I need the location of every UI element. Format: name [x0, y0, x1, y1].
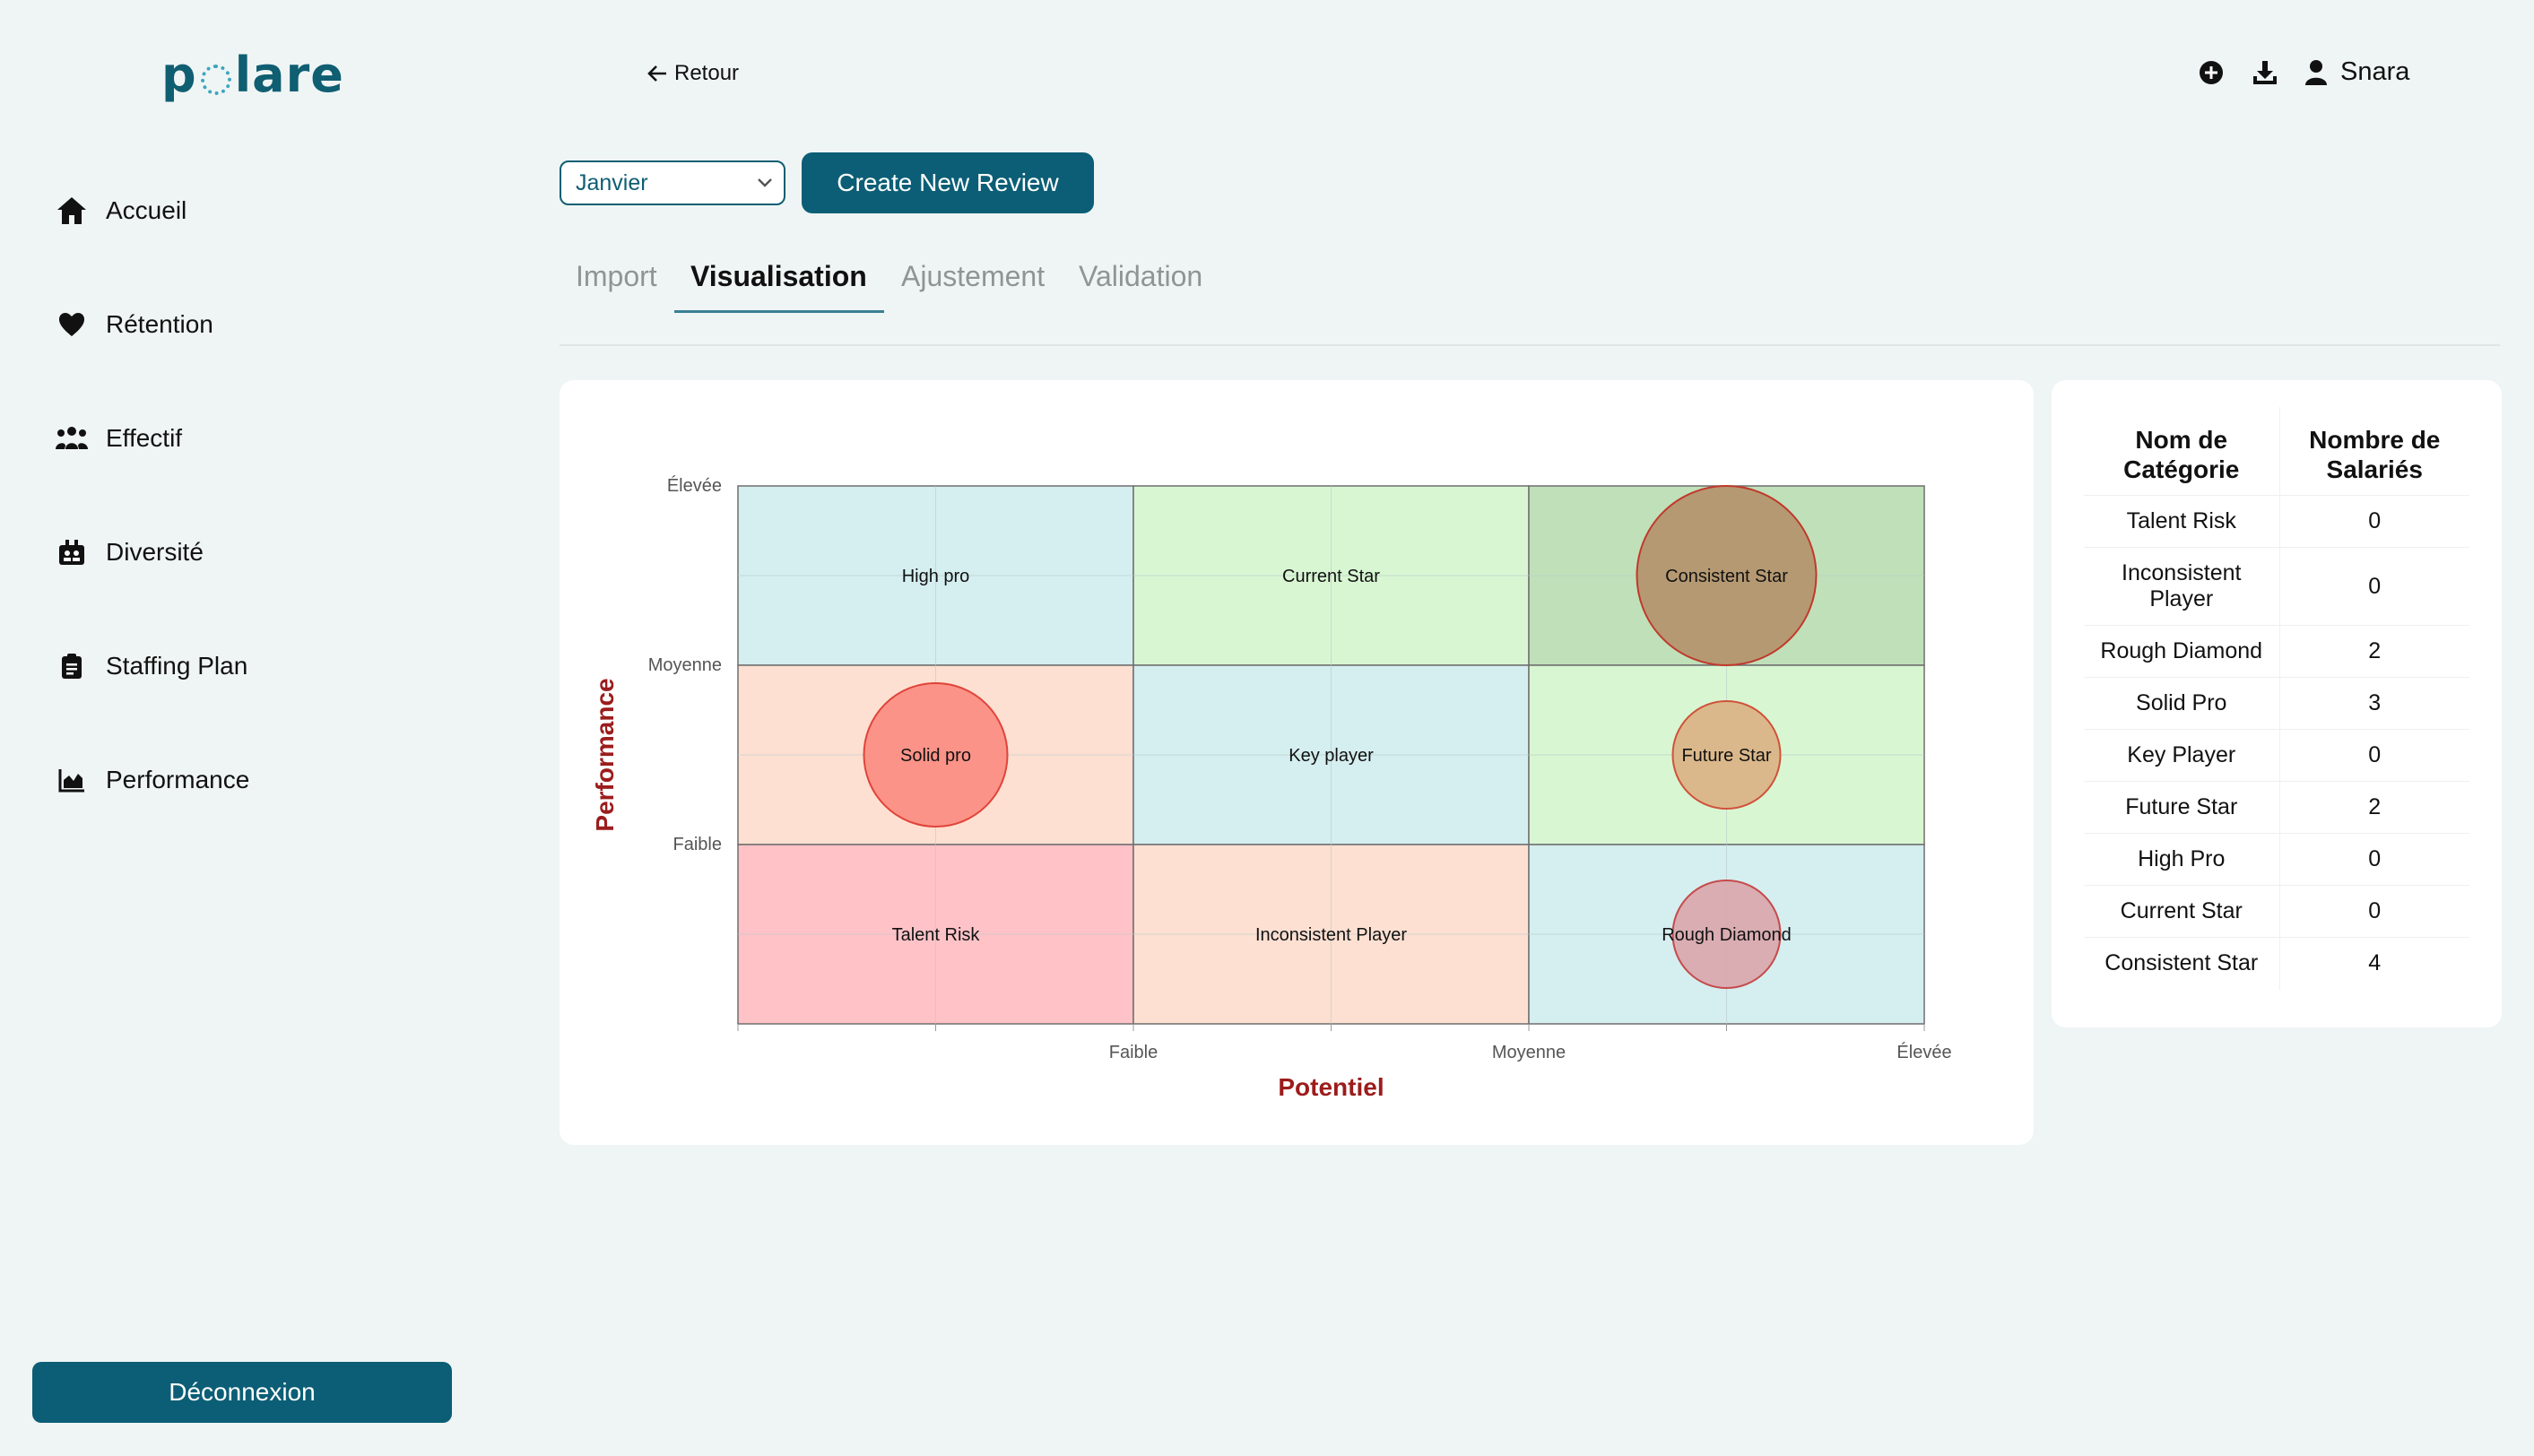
category-name-cell: Consistent Star: [2084, 937, 2280, 990]
users-icon: [54, 420, 90, 456]
sidebar-item-accueil[interactable]: Accueil: [54, 184, 249, 238]
tab-bar: Import Visualisation Ajustement Validati…: [560, 251, 2500, 346]
download-icon[interactable]: [2251, 58, 2279, 87]
table-row: Current Star 0: [2084, 885, 2469, 938]
category-name-cell: Inconsistent Player: [2084, 547, 2280, 626]
polare-logo[interactable]: p lare: [161, 47, 344, 103]
sidebar-item-effectif[interactable]: Effectif: [54, 412, 249, 465]
logo-ring-icon: [200, 64, 231, 95]
table-row: Key Player 0: [2084, 729, 2469, 782]
logo-text-right: lare: [234, 47, 344, 103]
header-employee-count: Nombre de Salariés: [2309, 426, 2441, 483]
sidebar-nav: Accueil Rétention Effectif Diversité Sta…: [54, 184, 249, 867]
top-actions: Snara: [2197, 57, 2409, 87]
category-name-cell: Solid Pro: [2084, 677, 2280, 730]
employee-count-cell: 0: [2279, 547, 2469, 626]
create-new-review-button[interactable]: Create New Review: [802, 152, 1094, 213]
category-name-cell: Future Star: [2084, 781, 2280, 834]
logo-text-left: p: [161, 47, 197, 103]
sidebar-item-label: Accueil: [106, 196, 187, 224]
month-select[interactable]: Janvier: [560, 160, 785, 205]
table-row: Consistent Star 4: [2084, 937, 2469, 990]
employee-count-cell: 0: [2279, 885, 2469, 938]
bubble-marker: [1671, 880, 1782, 989]
bubble-marker: [863, 682, 1009, 828]
employee-count-cell: 2: [2279, 625, 2469, 678]
tab-validation[interactable]: Validation: [1079, 260, 1203, 292]
heart-icon: [54, 307, 90, 342]
active-tab-indicator: [674, 310, 884, 313]
x-tick-label: Faible: [1109, 1043, 1158, 1062]
category-name-cell: Talent Risk: [2084, 495, 2280, 548]
sidebar-item-label: Rétention: [106, 310, 213, 338]
bubble-marker: [1636, 485, 1818, 666]
sidebar-item-label: Performance: [106, 766, 250, 793]
y-tick-label: Élevée: [667, 475, 722, 496]
tab-visualisation[interactable]: Visualisation: [690, 260, 867, 292]
quadrant-label: Consistent Star: [1665, 567, 1788, 586]
nine-box-chart: High pro Current Star Consistent Star Solid…: [591, 475, 1952, 1101]
sidebar-item-label: Staffing Plan: [106, 652, 248, 680]
employee-count-cell: 0: [2279, 729, 2469, 782]
category-name-cell: Key Player: [2084, 729, 2280, 782]
sidebar-item-diversite[interactable]: Diversité: [54, 525, 249, 579]
table-row: Talent Risk 0: [2084, 495, 2469, 548]
bubble-marker: [1671, 700, 1782, 810]
diversity-icon: [54, 534, 90, 570]
sidebar-item-staffing-plan[interactable]: Staffing Plan: [54, 639, 249, 693]
summary-table-card: Nom de Catégorie Nombre de Salariés Tale…: [2052, 380, 2502, 1027]
quadrant-label: Rough Diamond: [1662, 925, 1792, 945]
arrow-left-icon: [647, 65, 666, 82]
y-tick-label: Faible: [673, 835, 722, 854]
quadrant-label: Current Star: [1282, 567, 1380, 586]
quadrant-label: High pro: [902, 567, 970, 586]
chevron-down-icon: [758, 178, 772, 187]
month-select-value: Janvier: [576, 169, 648, 195]
header-category-name: Nom de Catégorie: [2084, 407, 2280, 496]
category-name-cell: Current Star: [2084, 885, 2280, 938]
quadrant-label: Inconsistent Player: [1255, 925, 1407, 945]
tab-import[interactable]: Import: [576, 260, 657, 292]
tab-ajustement[interactable]: Ajustement: [901, 260, 1046, 292]
x-tick-label: Moyenne: [1492, 1043, 1566, 1062]
x-tick-label: Élevée: [1896, 1042, 1951, 1062]
table-row: Solid Pro 3: [2084, 677, 2469, 730]
x-axis-title: Potentiel: [1278, 1073, 1384, 1101]
quadrant-label: Solid pro: [900, 746, 971, 766]
table-row: Inconsistent Player 0: [2084, 547, 2469, 626]
table-row: Future Star 2: [2084, 781, 2469, 834]
user-icon: [2305, 59, 2327, 85]
nine-box-chart-card: High pro Current Star Consistent Star Solid…: [560, 380, 2034, 1145]
sidebar-item-label: Effectif: [106, 424, 183, 452]
y-axis-title: Performance: [591, 678, 619, 831]
table-row: High Pro 0: [2084, 833, 2469, 886]
employee-count-cell: 4: [2279, 937, 2469, 990]
category-name-cell: Rough Diamond: [2084, 625, 2280, 678]
user-menu[interactable]: Snara: [2304, 57, 2409, 87]
add-circle-icon[interactable]: [2197, 58, 2226, 87]
quadrant-label: Future Star: [1681, 746, 1771, 766]
quadrant-label: Key player: [1289, 746, 1374, 766]
sidebar-item-performance[interactable]: Performance: [54, 753, 249, 807]
category-name-cell: High Pro: [2084, 833, 2280, 886]
employee-count-cell: 2: [2279, 781, 2469, 834]
sidebar-item-retention[interactable]: Rétention: [54, 298, 249, 351]
chart-area-icon: [54, 762, 90, 798]
employee-count-cell: 0: [2279, 495, 2469, 548]
user-name: Snara: [2340, 57, 2410, 86]
clipboard-icon: [54, 648, 90, 684]
home-icon: [54, 193, 90, 229]
summary-table: Nom de Catégorie Nombre de Salariés Tale…: [2084, 407, 2469, 990]
back-label: Retour: [674, 61, 740, 85]
logout-button[interactable]: Déconnexion: [32, 1362, 452, 1423]
sidebar-item-label: Diversité: [106, 538, 204, 566]
employee-count-cell: 0: [2279, 833, 2469, 886]
table-row: Rough Diamond 2: [2084, 625, 2469, 678]
quadrant-label: Talent Risk: [892, 925, 981, 945]
employee-count-cell: 3: [2279, 677, 2469, 730]
y-tick-label: Moyenne: [648, 655, 722, 675]
back-link[interactable]: Retour: [647, 61, 739, 86]
